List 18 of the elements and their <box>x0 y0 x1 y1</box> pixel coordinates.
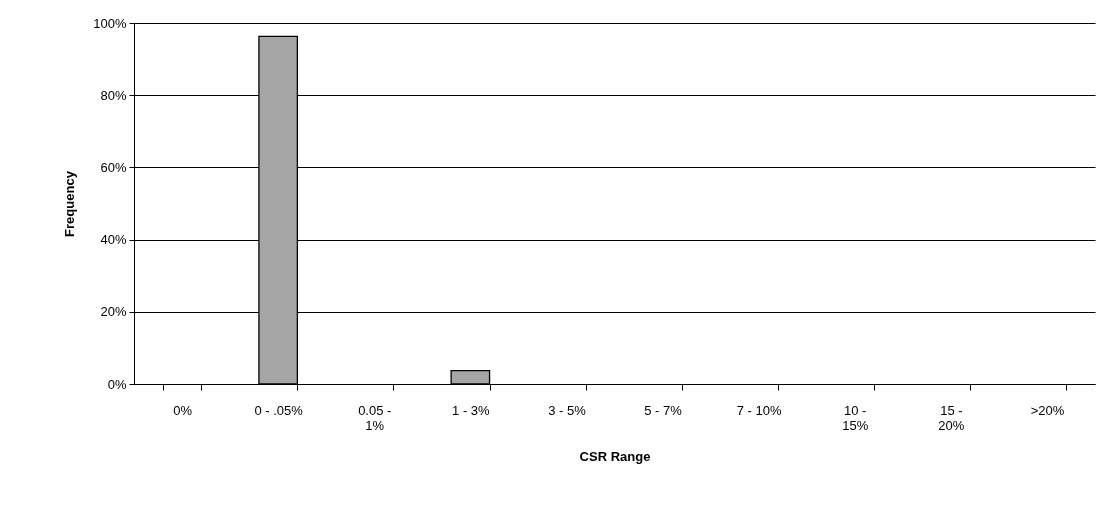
y-tick-label: 100% <box>93 15 127 31</box>
y-tick-label: 20% <box>100 304 127 320</box>
y-tick-label: 0% <box>107 376 127 392</box>
x-tick-label: 5 - 7% <box>644 402 683 418</box>
x-tick-label: 15 - 20% <box>938 402 965 433</box>
y-axis-title: Frequency <box>62 170 78 237</box>
x-tick-label: 3 - 5% <box>548 402 587 418</box>
x-tick-label: 0.05 - 1% <box>358 402 392 433</box>
y-tick-label: 80% <box>100 87 127 103</box>
y-tick-label: 60% <box>100 159 127 175</box>
x-tick-label: 1 - 3% <box>452 402 491 418</box>
x-tick-label: 10 - 15% <box>842 402 869 433</box>
x-tick-label: 0% <box>173 402 193 418</box>
x-tick-label: >20% <box>1030 402 1065 418</box>
y-tick-label: 40% <box>100 232 127 248</box>
x-axis-title: CSR Range <box>579 448 651 464</box>
x-tick-label: 0 - .05% <box>254 402 304 418</box>
x-tick-label: 7 - 10% <box>736 402 782 418</box>
